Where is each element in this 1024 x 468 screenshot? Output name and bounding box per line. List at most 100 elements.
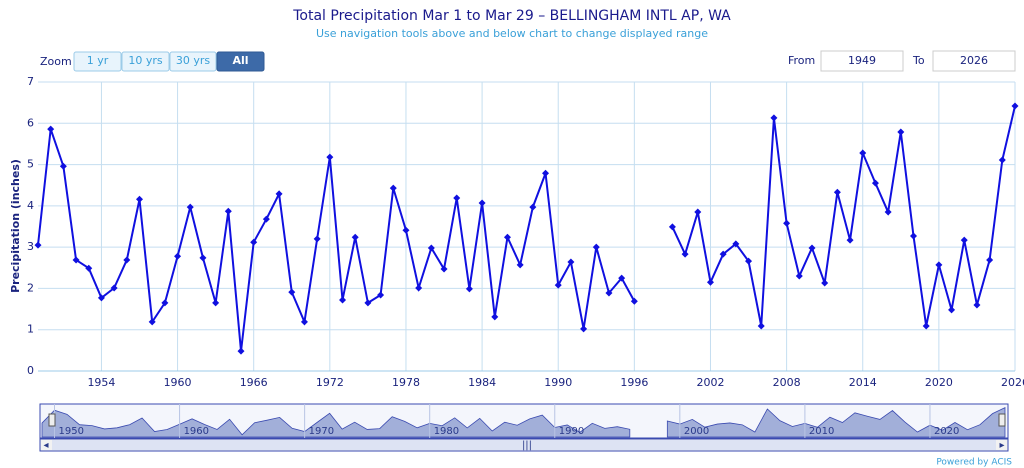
y-tick-label: 3 (27, 240, 34, 253)
point (706, 278, 714, 286)
y-tick-label: 0 (27, 364, 34, 377)
point (415, 284, 423, 292)
chart-subtitle: Use navigation tools above and below cha… (316, 27, 708, 40)
point (745, 257, 753, 265)
point (364, 299, 372, 307)
point (440, 265, 448, 273)
chart-title: Total Precipitation Mar 1 to Mar 29 – BE… (292, 8, 731, 24)
point (554, 281, 562, 289)
point (199, 254, 207, 262)
navigator-tick-label: 1970 (309, 426, 334, 437)
navigator-tick-label: 1990 (559, 426, 584, 437)
navigator-handle[interactable] (48, 413, 56, 427)
point (998, 156, 1006, 164)
zoom-button[interactable] (169, 51, 217, 72)
point (694, 208, 702, 216)
scroll-right[interactable]: ▸ (999, 440, 1004, 451)
point (491, 313, 499, 321)
zoom-button-label[interactable]: 1 yr (87, 54, 109, 67)
point (922, 322, 930, 330)
point (719, 250, 727, 258)
x-tick-label: 2020 (925, 376, 953, 389)
point (1011, 102, 1019, 110)
point (339, 296, 347, 304)
point (808, 244, 816, 252)
scroll-left[interactable]: ◂ (43, 440, 48, 451)
y-tick-label: 6 (27, 116, 34, 129)
point (986, 256, 994, 264)
point (453, 194, 461, 202)
point (529, 203, 537, 211)
zoom-button-label[interactable]: All (232, 54, 248, 67)
point (262, 215, 270, 223)
point (668, 223, 676, 231)
x-tick-label: 1996 (620, 376, 648, 389)
zoom-label: Zoom (40, 55, 72, 68)
point (846, 236, 854, 244)
zoom-button-label[interactable]: 10 yrs (128, 54, 163, 67)
y-axis-label: Precipitation (inches) (9, 159, 22, 293)
credit[interactable]: Powered by ACIS (936, 458, 1012, 468)
zoom-button[interactable] (121, 51, 170, 72)
navigator-tick-label: 2000 (684, 426, 709, 437)
y-tick-label: 7 (27, 75, 34, 88)
navigator-handle[interactable] (998, 413, 1006, 427)
from-input[interactable] (820, 50, 904, 72)
point (34, 241, 42, 249)
y-tick-label: 4 (27, 199, 34, 212)
to-value[interactable]: 2026 (960, 54, 988, 67)
zoom-button[interactable] (216, 51, 265, 72)
point (909, 232, 917, 240)
from-value[interactable]: 1949 (848, 54, 876, 67)
point (377, 291, 385, 299)
scrollbar-thumb[interactable] (52, 440, 996, 450)
point (389, 184, 397, 192)
point (313, 235, 321, 243)
point (300, 318, 308, 326)
point (770, 114, 778, 122)
x-tick-label: 1954 (87, 376, 115, 389)
point (326, 153, 334, 161)
x-tick-label: 2002 (696, 376, 724, 389)
point (59, 162, 67, 170)
point (618, 274, 626, 282)
point (884, 208, 892, 216)
navigator-tick-label: 2020 (934, 426, 959, 437)
point (402, 226, 410, 234)
x-tick-label: 1990 (544, 376, 572, 389)
point (465, 285, 473, 293)
scroll-grip[interactable]: ||| (522, 440, 532, 451)
x-tick-label: 1960 (164, 376, 192, 389)
navigator-tick-label: 1960 (184, 426, 209, 437)
point (288, 288, 296, 296)
x-tick-label: 2008 (773, 376, 801, 389)
point (795, 272, 803, 280)
from-label: From (788, 54, 815, 67)
point (630, 297, 638, 305)
point (123, 256, 131, 264)
point (681, 250, 689, 258)
point (605, 289, 613, 297)
point (542, 169, 550, 177)
point (161, 299, 169, 307)
zoom-button-label[interactable]: 30 yrs (176, 54, 211, 67)
x-tick-label: 2014 (849, 376, 877, 389)
point (871, 179, 879, 187)
point (237, 347, 245, 355)
point (351, 233, 359, 241)
point (503, 233, 511, 241)
point (897, 128, 905, 136)
point (224, 207, 232, 215)
point (174, 252, 182, 260)
point (478, 199, 486, 207)
point (85, 264, 93, 272)
point (427, 244, 435, 252)
point (516, 261, 524, 269)
point (148, 318, 156, 326)
zoom-button[interactable] (73, 51, 122, 72)
y-tick-label: 2 (27, 281, 34, 294)
y-tick-label: 5 (27, 158, 34, 171)
to-input[interactable] (932, 50, 1016, 72)
point (732, 240, 740, 248)
